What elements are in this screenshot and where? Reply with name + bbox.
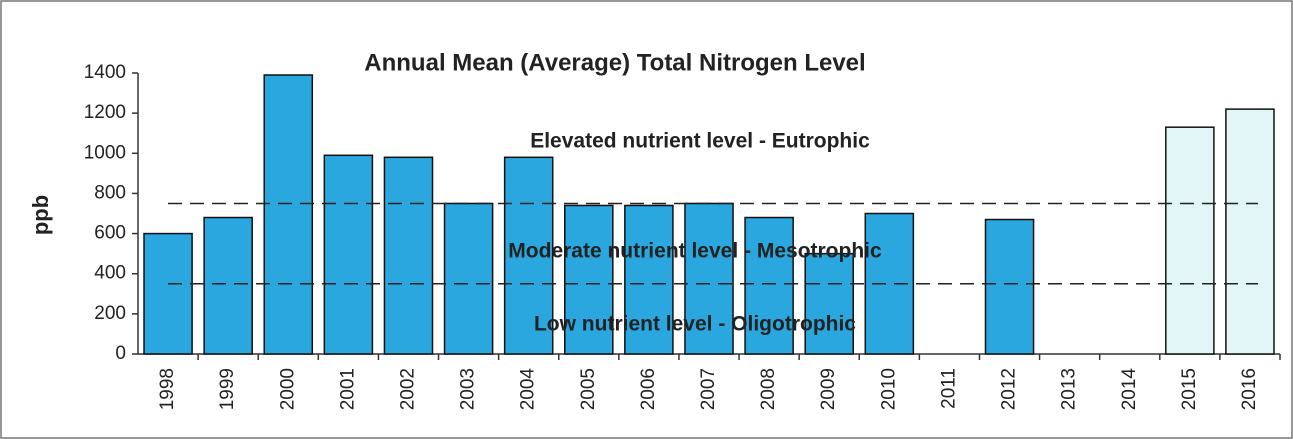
x-tick-label: 2016 xyxy=(1239,368,1260,410)
bar xyxy=(383,156,434,355)
bar xyxy=(503,156,554,355)
x-tick-label: 1998 xyxy=(157,368,178,410)
bar xyxy=(1225,108,1275,355)
x-tick-label: 2014 xyxy=(1119,368,1140,411)
x-tick-label: 2009 xyxy=(818,368,839,410)
annotation: Moderate nutrient level - Mesotrophic xyxy=(508,240,882,263)
x-tick-label: 2006 xyxy=(638,368,659,410)
y-tick-label: 200 xyxy=(94,303,126,324)
x-tick-label: 2013 xyxy=(1059,368,1080,410)
x-tick-label: 1999 xyxy=(217,368,238,410)
annotation: Elevated nutrient level - Eutrophic xyxy=(530,130,870,153)
x-tick-label: 2007 xyxy=(698,368,719,410)
bar xyxy=(143,232,193,355)
x-tick-label: 2001 xyxy=(337,368,358,410)
y-axis-label: ppb xyxy=(28,195,53,235)
x-tick-label: 2003 xyxy=(458,368,479,410)
x-tick-label: 2015 xyxy=(1179,368,1200,410)
x-tick-label: 2002 xyxy=(397,368,418,410)
bar xyxy=(323,154,374,355)
x-tick-label: 2000 xyxy=(277,368,298,410)
x-tick-label: 2010 xyxy=(878,368,899,410)
bar xyxy=(563,204,614,355)
y-tick-label: 1000 xyxy=(84,142,126,163)
chart-title: Annual Mean (Average) Total Nitrogen Lev… xyxy=(364,49,865,76)
bar xyxy=(1165,126,1215,355)
x-tick-label: 2005 xyxy=(578,368,599,410)
bar xyxy=(624,204,674,355)
x-tick-label: 2011 xyxy=(938,368,959,409)
annotation: Low nutrient level - Oligotrophic xyxy=(534,313,856,336)
bar xyxy=(984,218,1035,355)
y-tick-label: 400 xyxy=(94,263,126,284)
y-tick-label: 1400 xyxy=(84,62,126,83)
bar xyxy=(203,216,253,355)
y-tick-label: 1200 xyxy=(84,102,126,123)
bar xyxy=(443,202,494,355)
bar xyxy=(684,202,734,355)
bar xyxy=(804,252,855,355)
bar xyxy=(263,74,314,355)
y-tick-label: 800 xyxy=(94,182,126,203)
x-tick-label: 2004 xyxy=(518,368,539,411)
x-tick-label: 2012 xyxy=(999,368,1020,410)
bar xyxy=(744,216,794,355)
y-tick-label: 600 xyxy=(94,223,126,244)
y-tick-label: 0 xyxy=(115,343,126,364)
x-tick-label: 2008 xyxy=(758,368,779,410)
